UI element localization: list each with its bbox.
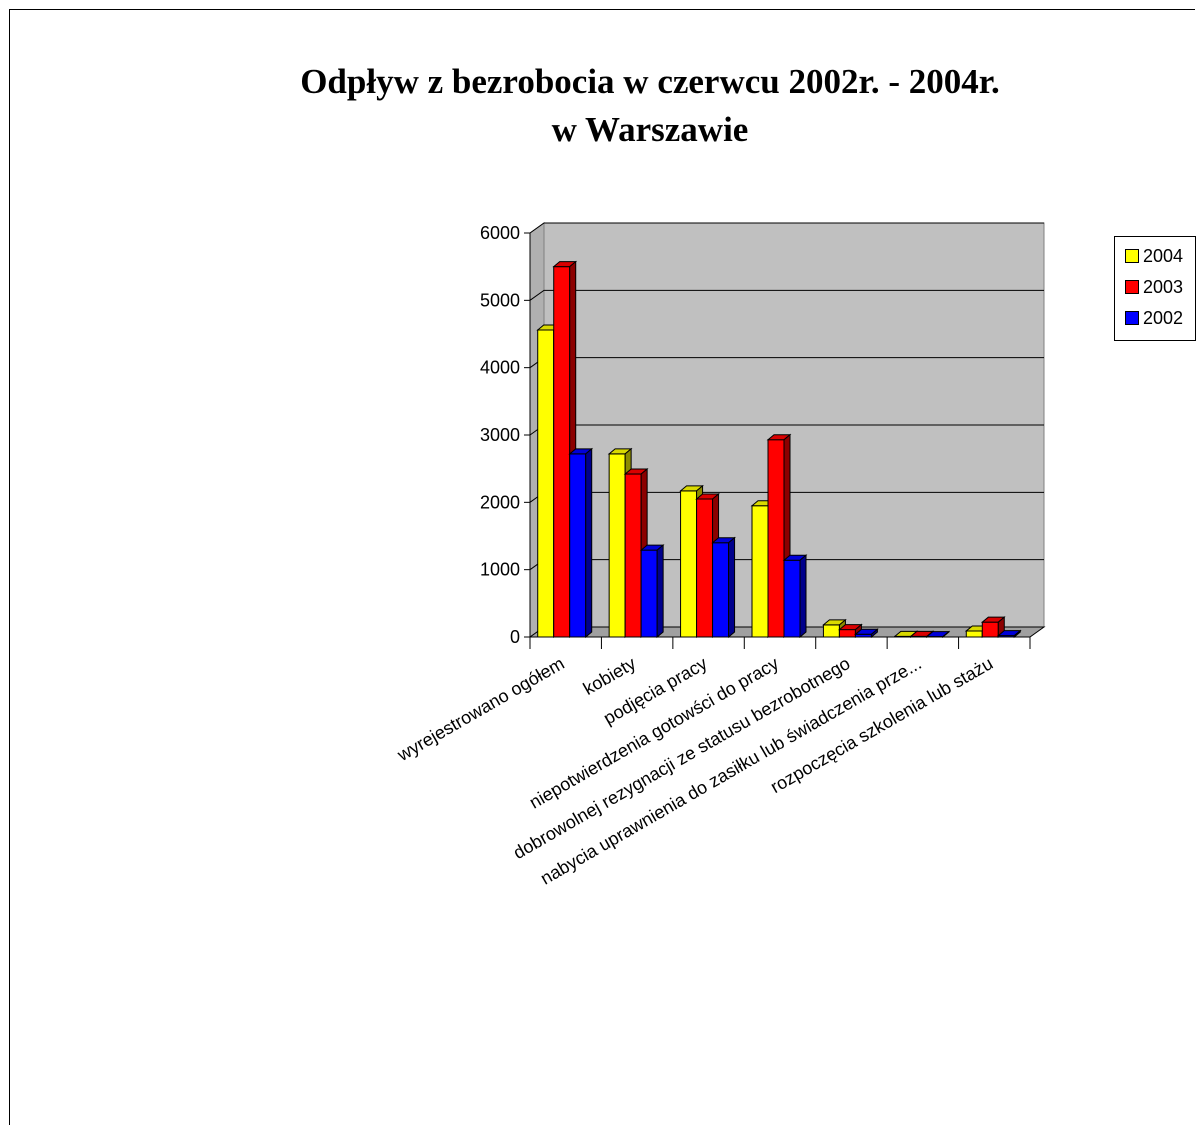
gridline — [529, 222, 1044, 234]
y-tick-label: 6000 — [480, 223, 520, 243]
bar-front — [767, 439, 785, 638]
bar-side — [870, 628, 878, 639]
bar-front — [783, 559, 801, 638]
bar-front — [965, 630, 983, 638]
chart-title: Odpływ z bezrobocia w czerwcu 2002r. - 2… — [230, 58, 1070, 154]
x-category-label: kobiety — [580, 653, 639, 699]
bar-front — [751, 505, 769, 638]
gridline — [529, 289, 1044, 301]
bar — [822, 618, 847, 639]
legend-label: 2002 — [1143, 307, 1184, 328]
legend-item: 2002 — [1125, 307, 1183, 329]
bar-front — [569, 453, 587, 638]
bar-side — [656, 544, 664, 639]
bar — [568, 447, 594, 639]
bar-front — [712, 542, 730, 638]
chart-title-line-1: Odpływ z bezrobocia w czerwcu 2002r. - 2… — [300, 62, 1000, 101]
legend-item: 2003 — [1125, 276, 1183, 298]
y-tick-label: 0 — [510, 627, 520, 647]
bar-front — [640, 549, 658, 638]
bar-side — [585, 447, 593, 639]
bar-front — [822, 624, 840, 638]
y-tick-label: 1000 — [480, 560, 520, 580]
chart-frame — [9, 9, 1195, 1125]
y-tick-label: 3000 — [480, 425, 520, 445]
legend-swatch — [1125, 280, 1139, 294]
chart-legend: 2004 2003 2002 — [1114, 236, 1196, 341]
bar-front — [696, 498, 714, 638]
legend-label: 2003 — [1143, 276, 1184, 297]
chart-title-line-2: w Warszawie — [551, 110, 749, 149]
x-category-label: wyrejestrowano ogółem — [393, 653, 568, 765]
bar — [996, 629, 1022, 639]
y-tick-label: 5000 — [480, 290, 520, 310]
legend-label: 2004 — [1143, 245, 1184, 266]
legend-swatch — [1125, 249, 1139, 263]
legend-swatch — [1125, 311, 1139, 325]
legend-item: 2004 — [1125, 245, 1183, 267]
bar-front — [608, 453, 626, 638]
bar-front — [838, 629, 856, 638]
bar-front — [537, 329, 555, 638]
bar-front — [553, 266, 571, 638]
bar — [782, 554, 808, 639]
bar — [854, 628, 879, 639]
bar-side — [728, 536, 736, 639]
y-tick-label: 4000 — [480, 358, 520, 378]
bar-side — [799, 554, 807, 639]
bar-front — [680, 490, 698, 638]
bar-front — [981, 621, 999, 638]
bar — [639, 544, 665, 639]
bar-front — [624, 473, 642, 638]
y-tick-label: 2000 — [480, 492, 520, 512]
bar — [711, 536, 736, 639]
